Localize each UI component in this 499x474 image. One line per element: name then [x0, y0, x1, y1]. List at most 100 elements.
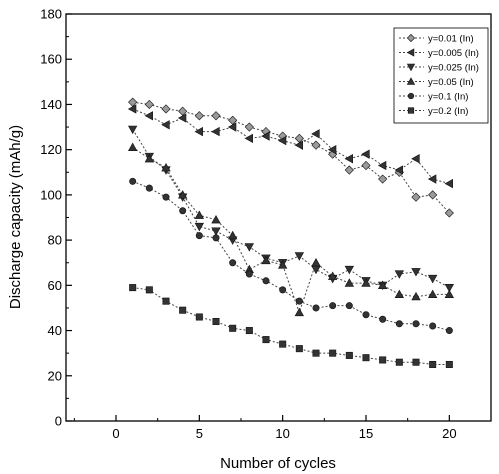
- data-point: [227, 122, 237, 132]
- data-point: [345, 302, 353, 310]
- data-point: [411, 154, 420, 164]
- data-point: [129, 177, 137, 185]
- data-point: [145, 184, 153, 192]
- data-point: [212, 234, 220, 242]
- data-point: [229, 259, 237, 267]
- data-point: [294, 307, 305, 317]
- y-tick-label: 140: [40, 97, 62, 112]
- data-point: [261, 131, 270, 141]
- data-point: [161, 104, 171, 114]
- data-point: [379, 356, 387, 364]
- legend-marker: [406, 48, 415, 57]
- y-tick-label: 40: [48, 323, 62, 338]
- data-point: [144, 111, 153, 121]
- series-group: [129, 177, 453, 335]
- data-point: [245, 327, 253, 335]
- y-tick-label: 20: [48, 368, 62, 383]
- data-point: [429, 360, 437, 368]
- data-point: [361, 160, 371, 171]
- data-point: [311, 129, 320, 139]
- legend-marker: [406, 63, 416, 72]
- data-point: [444, 289, 455, 299]
- x-tick-label: 15: [359, 426, 373, 441]
- y-tick-label: 120: [40, 142, 62, 157]
- x-tick-label: 10: [275, 426, 289, 441]
- axes: 0 20 40 60 80 100 120 140 160 180 0 5 10 15 20: [40, 7, 492, 441]
- data-point: [279, 286, 287, 294]
- data-point: [361, 149, 370, 159]
- data-point: [394, 289, 405, 299]
- data-point: [127, 142, 138, 152]
- legend-marker: [406, 77, 416, 85]
- data-point: [411, 291, 421, 301]
- y-tick-label: 80: [48, 233, 62, 248]
- data-point: [211, 214, 221, 224]
- data-point: [244, 133, 253, 144]
- data-point: [395, 320, 403, 328]
- data-point: [295, 345, 303, 353]
- data-point: [311, 140, 321, 150]
- data-point: [412, 358, 420, 366]
- data-point: [161, 120, 170, 130]
- y-tick-label: 180: [40, 7, 62, 22]
- data-point: [311, 257, 321, 267]
- legend-box: [393, 27, 489, 124]
- data-point: [394, 165, 403, 175]
- x-tick-label: 5: [196, 426, 203, 441]
- data-point: [244, 122, 254, 132]
- data-point: [344, 165, 354, 175]
- series-group: [127, 142, 455, 317]
- x-axis-label: Number of cycles: [220, 455, 336, 472]
- data-point: [229, 324, 237, 332]
- y-tick-label: 160: [40, 52, 62, 67]
- y-axis-label: Discharge capacity (mAh/g): [7, 125, 24, 309]
- data-point: [294, 140, 303, 150]
- data-point: [445, 327, 453, 335]
- data-point: [344, 265, 355, 275]
- data-point: [294, 252, 305, 261]
- data-point: [379, 315, 387, 323]
- data-point: [344, 154, 353, 164]
- data-point: [177, 113, 187, 123]
- data-point: [412, 320, 420, 328]
- legend-label: y=0.05 (In): [428, 77, 474, 88]
- legend-marker: [407, 107, 415, 114]
- data-point: [411, 268, 421, 277]
- data-point: [211, 111, 221, 121]
- data-point: [211, 126, 220, 137]
- data-point: [427, 274, 438, 284]
- series-line: [132, 108, 450, 185]
- legend-label: y=0.01 (In): [428, 34, 474, 45]
- data-point: [295, 297, 303, 305]
- data-point: [162, 193, 170, 201]
- data-point: [362, 354, 370, 362]
- data-point: [327, 271, 338, 280]
- data-point: [444, 208, 454, 218]
- data-point: [444, 283, 455, 293]
- data-point: [194, 126, 203, 137]
- data-point: [429, 322, 437, 330]
- data-point: [444, 178, 453, 189]
- data-point: [244, 243, 255, 252]
- data-point: [144, 99, 154, 110]
- series-layer: [127, 97, 455, 368]
- data-point: [329, 349, 337, 357]
- series-group: [129, 284, 453, 368]
- data-point: [378, 174, 388, 184]
- data-point: [212, 318, 220, 326]
- data-point: [362, 311, 370, 319]
- data-point: [211, 227, 221, 236]
- legend: y=0.01 (In) y=0.005 (In) y=0.025 (In) y=0.0…: [393, 27, 489, 124]
- legend-label: y=0.2 (In): [428, 106, 468, 117]
- data-point: [345, 351, 353, 359]
- data-point: [162, 297, 170, 305]
- data-point: [145, 286, 153, 294]
- legend-marker: [406, 33, 416, 43]
- data-point: [194, 210, 205, 219]
- legend-label: y=0.1 (In): [428, 92, 468, 103]
- data-point: [428, 190, 438, 200]
- data-point: [245, 270, 253, 278]
- data-point: [377, 280, 388, 289]
- data-point: [361, 278, 371, 287]
- data-point: [262, 336, 270, 344]
